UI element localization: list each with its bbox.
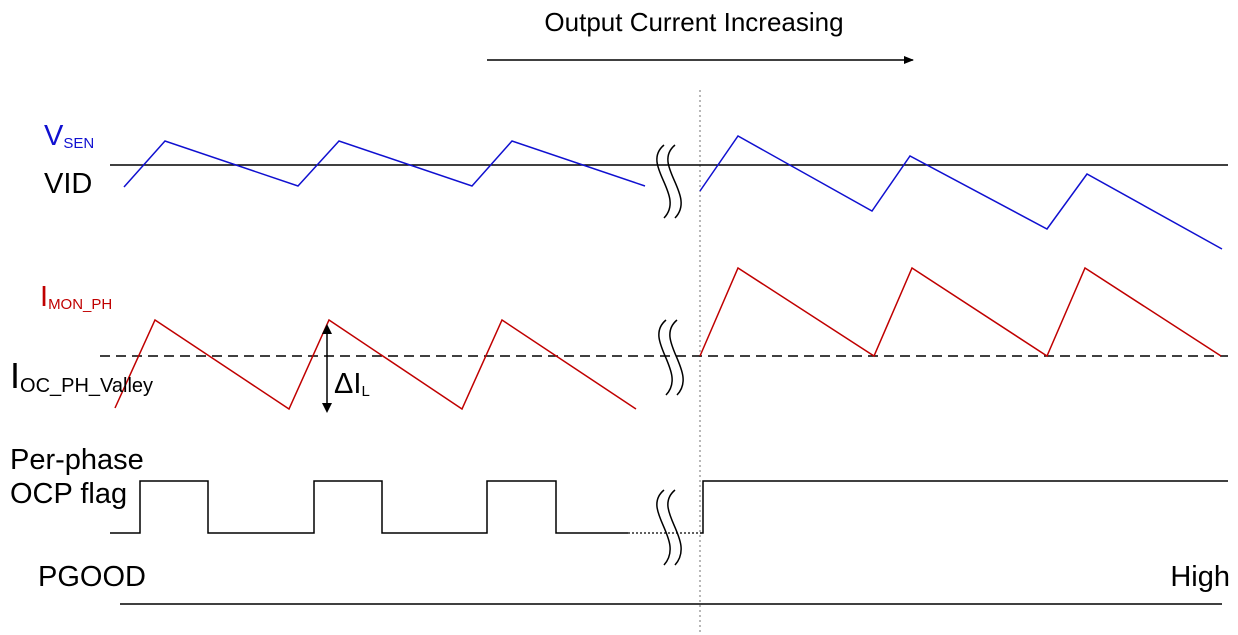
imon-label-subscript: MON_PH [48, 296, 112, 313]
vsen-waveform-increased [699, 135, 1223, 250]
vsen-label-subscript: SEN [63, 135, 94, 152]
delta-il-label: ΔI [334, 368, 361, 400]
ocp-flag-waveform-high [700, 480, 1228, 534]
ioc-label-subscript: OC_PH_Valley [20, 375, 153, 397]
imon-waveform-increased [699, 266, 1222, 358]
vid-label: VID [44, 168, 92, 200]
vsen-label: V [44, 120, 64, 152]
ocp-label-line1: Per-phase [10, 444, 144, 476]
vsen-waveform [123, 140, 646, 188]
svg-text:VSEN: VSEN [44, 120, 94, 152]
break-symbol-ocp [656, 489, 682, 566]
pgood-label: PGOOD [38, 561, 146, 593]
pgood-state-label: High [1170, 561, 1230, 593]
break-symbol-vsen [656, 144, 682, 219]
imon-label: I [40, 281, 48, 313]
break-symbol-imon [658, 319, 684, 396]
svg-text:IMON_PH: IMON_PH [40, 281, 112, 313]
diagram-title: Output Current Increasing [544, 7, 843, 37]
ocp-flag-waveform [110, 480, 628, 534]
ocp-label-line2: OCP flag [10, 478, 127, 510]
imon-waveform [114, 318, 637, 411]
delta-il-subscript: L [361, 383, 369, 400]
svg-text:IOC_PH_Valley: IOC_PH_Valley [10, 355, 153, 397]
ioc-label: I [10, 355, 20, 396]
svg-text:ΔIL: ΔIL [334, 368, 370, 400]
